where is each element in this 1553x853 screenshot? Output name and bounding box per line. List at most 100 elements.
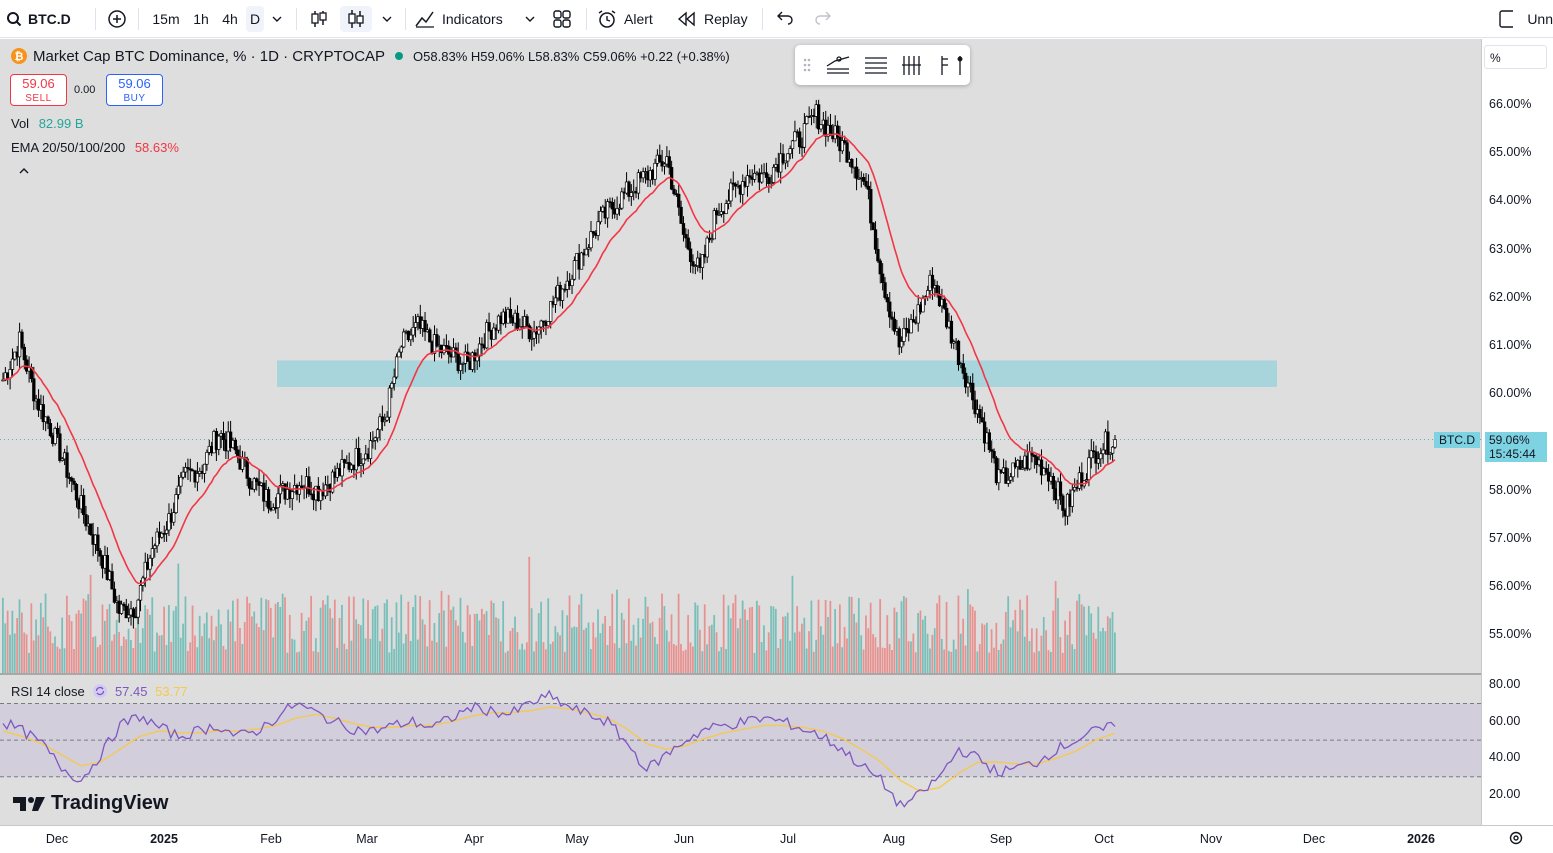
volume-bar [611,593,614,673]
volume-bar [324,604,327,673]
interval-dropdown[interactable] [268,6,286,32]
interval-1h[interactable]: 1h [193,11,209,27]
volume-bar [834,609,836,673]
refresh-icon[interactable] [92,683,108,699]
candle-body [413,322,418,328]
volume-bar [89,574,92,673]
volume-bar [608,626,611,673]
candle-body [705,237,709,258]
compare-button[interactable] [104,6,130,32]
pane-divider[interactable] [0,673,1481,675]
svg-text:₿: ₿ [15,51,24,63]
buy-button[interactable]: 59.06 BUY [106,74,163,106]
settings-button[interactable] [1508,830,1524,849]
volume-bar [298,651,301,673]
candle-body [769,182,773,185]
candle-body [188,468,192,471]
candle-body [871,222,875,231]
candle-body [387,387,392,418]
volume-bar [895,612,898,673]
candle-body [880,273,885,283]
volume-bar [630,640,633,673]
undo-button[interactable] [772,6,798,32]
candle-body [72,480,76,485]
volume-bar [556,632,559,673]
candle-body [508,308,513,318]
replay-label: Replay [704,11,748,27]
candle-body [724,203,728,214]
volume-bar [924,615,927,673]
candle-body [741,181,745,195]
candle-body [892,318,897,332]
redo-button[interactable] [810,6,836,32]
horizontal-lines-icon[interactable] [865,57,887,74]
ema-legend[interactable]: EMA 20/50/100/200 58.63% [11,140,179,155]
chart-type-dropdown[interactable] [378,6,396,32]
candle-body [55,428,60,435]
collapse-legend-button[interactable] [18,165,30,180]
vertical-lines-icon[interactable] [902,56,921,75]
volume-bar [789,640,791,673]
interval-4h[interactable]: 4h [222,11,238,27]
price-chart[interactable] [0,39,1481,825]
alert-button[interactable]: Alert [596,6,662,32]
chart-area[interactable] [0,39,1481,825]
rsi-legend[interactable]: RSI 14 close 57.45 53.77 [11,683,188,699]
layout-name-button[interactable]: Unn [1498,6,1553,32]
bars-icon [311,11,327,27]
candle-body [615,208,619,215]
candle-body [485,322,489,349]
tradingview-logo[interactable]: TradingView [13,792,168,815]
volume-bar [246,596,248,673]
volume-bar [443,610,445,673]
candle-body [96,534,100,551]
candle-body [1089,450,1093,459]
replay-button[interactable]: Replay [676,6,752,32]
symbol-label: BTC.D [28,11,71,27]
volume-bar [514,616,516,673]
top-toolbar: BTC.D 15m 1h 4h D Indicators [0,0,1553,38]
interval-15m[interactable]: 15m [152,11,180,27]
candle-body [786,153,790,162]
plus-circle-icon [108,10,126,28]
volume-bar [1078,594,1081,673]
sell-button[interactable]: 59.06 SELL [10,74,67,106]
interval-d[interactable]: D [246,6,264,32]
candle-body [330,471,335,493]
volume-bar [499,641,502,673]
volume-bar [1085,635,1088,673]
candle-body [911,319,916,323]
indicators-button[interactable]: Indicators [414,6,514,32]
candle-body [442,345,446,354]
time-axis-label: Mar [356,832,378,846]
volume-bar [713,615,716,673]
flag-lines-icon[interactable] [941,56,963,75]
volume-bar [165,644,168,673]
bar-chart-type-button[interactable] [304,6,334,32]
candle-body [290,491,294,499]
floating-toolbar-icons [803,56,963,75]
candle-body [181,471,185,478]
layouts-button[interactable] [548,6,576,32]
volume-bar [751,606,754,673]
symbol-search[interactable]: BTC.D [6,6,76,32]
volume-bar [113,634,116,673]
trend-line-icon[interactable] [826,56,850,74]
volume-bar [459,597,462,673]
candles-chart-type-button[interactable] [340,6,372,32]
time-axis[interactable] [0,825,1553,853]
volume-bar [352,596,355,673]
volume-bar [125,639,128,673]
candle-body [1101,449,1105,455]
drag-handle-icon[interactable] [803,58,811,72]
volume-bar [1109,618,1112,673]
volume-bar [265,599,267,673]
volume-legend[interactable]: Vol 82.99 B [11,116,84,131]
volume-bar [561,610,564,673]
brand-name: TradingView [51,792,169,814]
volume-bar [926,633,929,673]
volume-bar [338,618,341,673]
layout-name-label: Unn [1527,11,1553,27]
axis-unit-select[interactable]: % [1484,45,1547,69]
indicators-dropdown[interactable] [520,6,540,32]
